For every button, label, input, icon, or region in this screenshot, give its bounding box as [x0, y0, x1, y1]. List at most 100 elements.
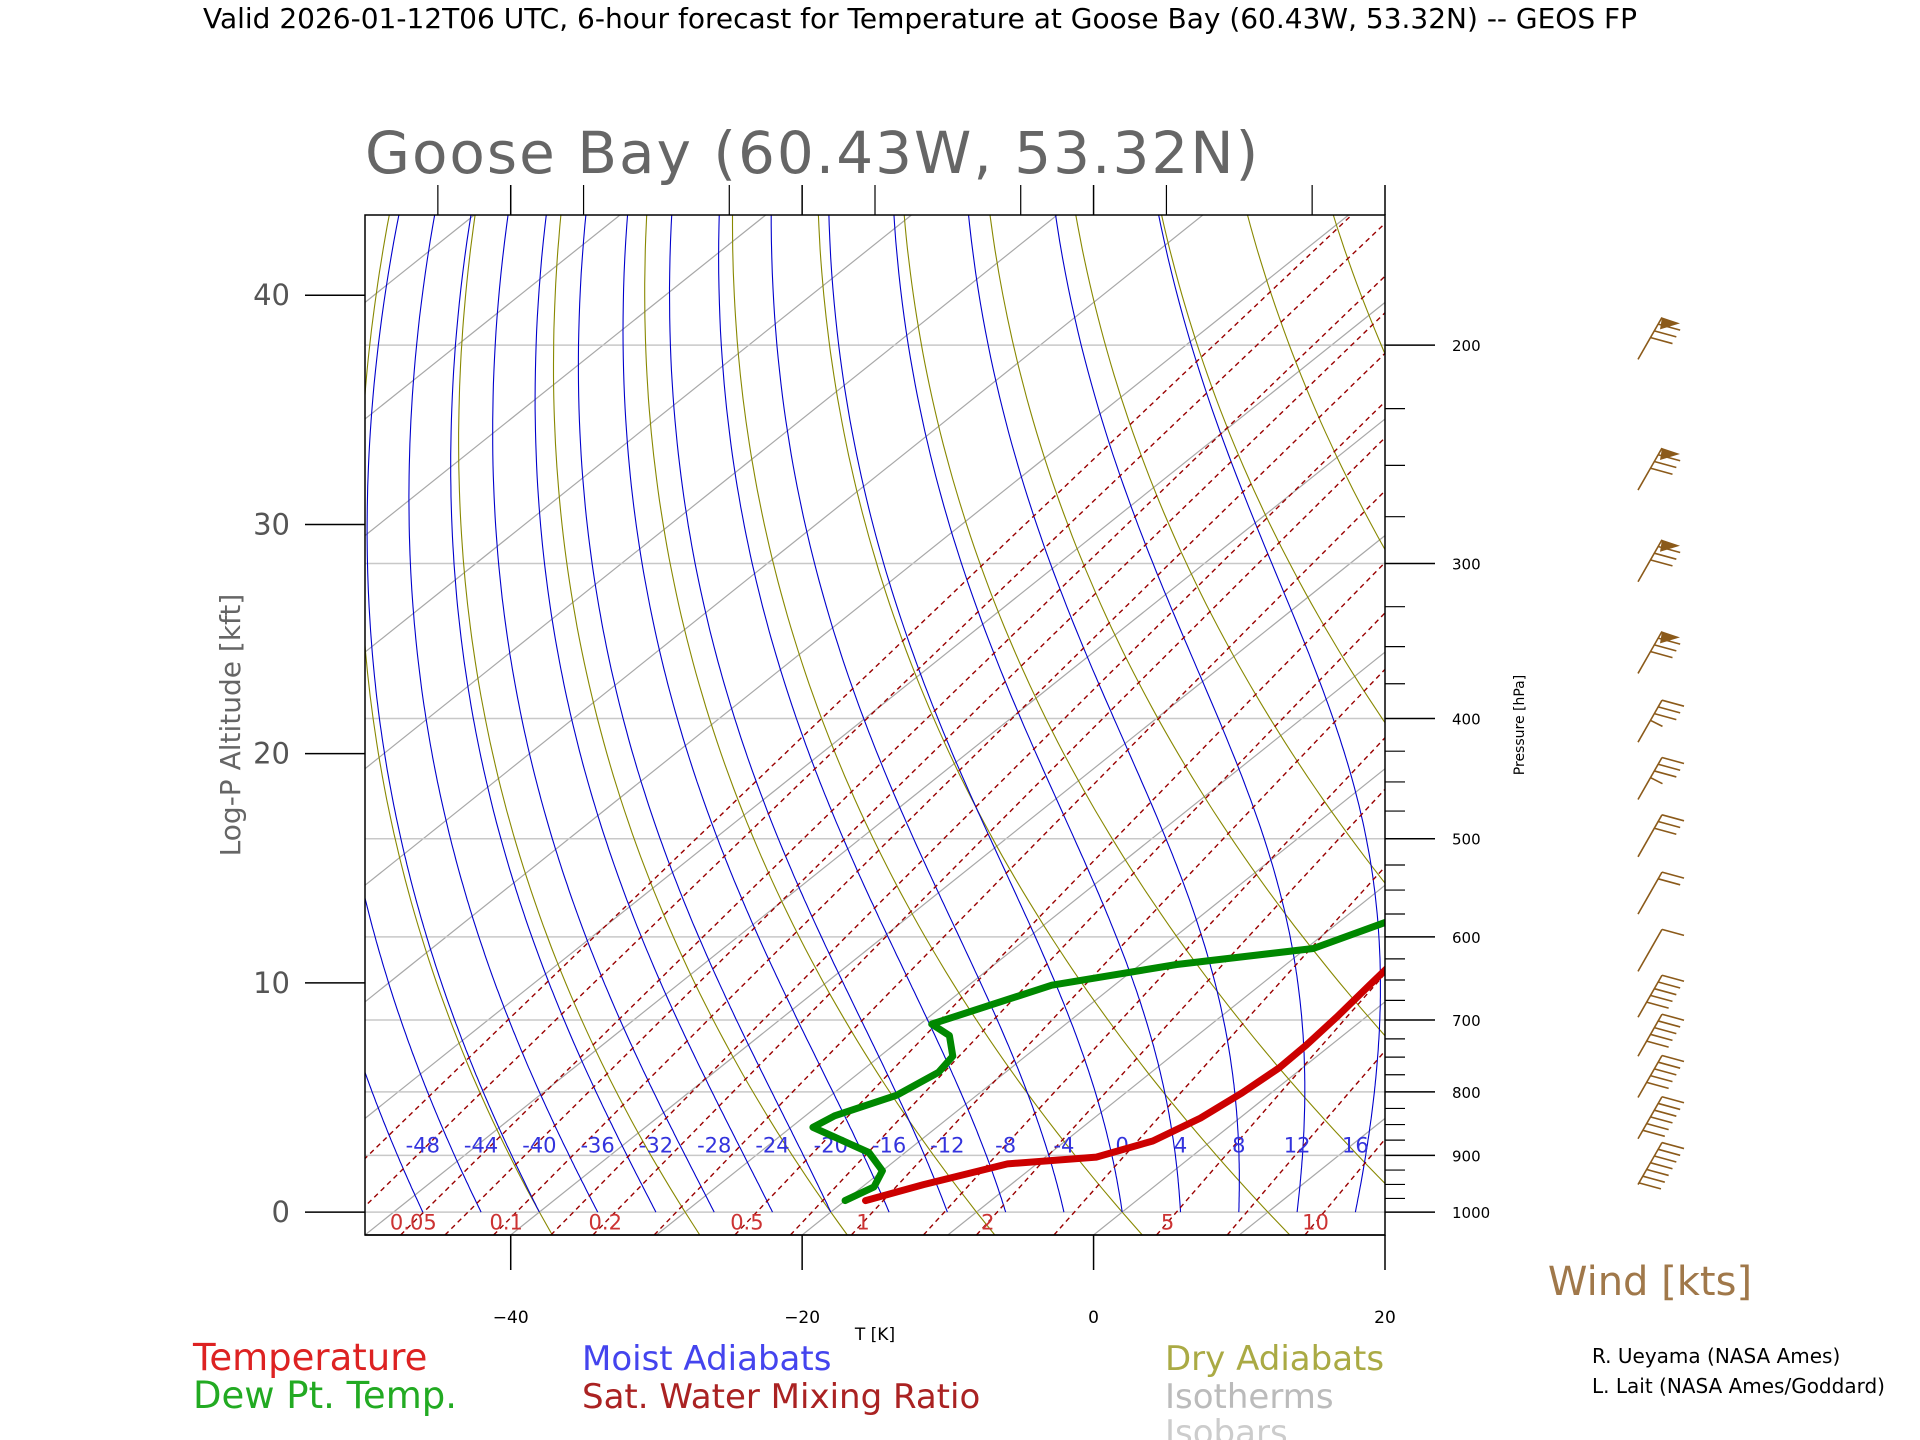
x-tick-label: −40	[493, 1308, 529, 1328]
wind-barb-flag	[1650, 994, 1673, 1003]
y2-axis-label: Pressure [hPa]	[1512, 675, 1528, 775]
mixing-ratio-line	[975, 788, 1385, 1235]
dry-adiabat-line	[989, 215, 1385, 1037]
dry-adiabat-line	[1591, 215, 1920, 1235]
x-tick-label: 0	[1088, 1308, 1099, 1328]
mixing-ratio-line	[1053, 865, 1385, 1235]
moist-adiabat-label: 12	[1284, 1133, 1311, 1157]
legend-isotherms: Isotherms	[1165, 1377, 1334, 1417]
wind-barb-flag	[1657, 878, 1681, 886]
wind-barb	[1637, 1141, 1685, 1190]
wind-barb-flag	[1654, 1155, 1677, 1163]
mixing-ratio-line	[1304, 1138, 1385, 1235]
wind-barb-flag	[1654, 552, 1677, 560]
isotherm-line	[365, 215, 1204, 887]
wind-barb-flag	[1650, 776, 1663, 785]
x-axis-label: T [K]	[854, 1325, 895, 1345]
wind-barb-flag	[1657, 1061, 1681, 1069]
wind-barb-flag	[1650, 719, 1663, 728]
pressure-tick-label: 700	[1452, 1012, 1481, 1030]
moist-adiabat-line	[1158, 215, 1381, 1213]
wind-barb-flag	[1650, 467, 1673, 475]
wind-barb	[1637, 447, 1681, 491]
y-tick-label: 10	[253, 966, 290, 1000]
wind-barb	[1637, 1054, 1685, 1098]
wind-barbs	[1637, 317, 1685, 1190]
moist-adiabat-line	[366, 215, 540, 1213]
wind-barb-flag	[1654, 644, 1677, 652]
moist-adiabat-label: -44	[464, 1133, 498, 1157]
wind-barb-flag	[1654, 827, 1677, 836]
isotherm-line	[1531, 215, 1920, 1235]
mixing-ratio-line	[1634, 215, 1920, 1235]
credit-2: L. Lait (NASA Ames/Goddard)	[1592, 1374, 1885, 1398]
wind-barb-flag	[1646, 1122, 1669, 1131]
wind-barb-flag	[1654, 1068, 1677, 1076]
dry-adiabat-line	[1075, 215, 1385, 884]
moist-adiabat-line	[718, 215, 1007, 1213]
y-tick-label: 0	[272, 1195, 290, 1229]
mixing-ratio-line	[734, 561, 1385, 1235]
mixing-ratio-line	[592, 436, 1385, 1235]
mixing-ratio-line	[789, 611, 1385, 1235]
mixing-ratio-line	[550, 400, 1385, 1235]
dewpoint-line	[809, 918, 1385, 1205]
dry-adiabat-line	[644, 215, 996, 1235]
wind-barb-flag	[1657, 637, 1681, 645]
wind-barb-flag	[1646, 1001, 1669, 1009]
wind-barb	[1637, 756, 1685, 800]
moist-adiabat-line	[622, 215, 890, 1213]
wind-barb	[1637, 1013, 1685, 1057]
legend-temperature: Temperature	[192, 1336, 427, 1379]
y-tick-label: 30	[253, 507, 290, 541]
pressure-tick-label: 300	[1452, 556, 1481, 574]
moist-adiabat-label: -16	[872, 1133, 906, 1157]
wind-barb-flag	[1657, 1020, 1681, 1028]
dry-adiabat-line	[817, 215, 1291, 1235]
credit-1: R. Ueyama (NASA Ames)	[1592, 1344, 1840, 1368]
x-tick-label: 20	[1374, 1308, 1396, 1328]
header-text: Valid 2026-01-12T06 UTC, 6-hour forecast…	[203, 2, 1637, 35]
wind-barb-flag	[1654, 330, 1677, 338]
legend-dry: Dry Adiabats	[1165, 1339, 1384, 1379]
mixing-ratio-lines	[365, 215, 1920, 1235]
pressure-tick-label: 600	[1452, 929, 1481, 947]
isobar-lines	[365, 344, 1385, 1213]
wind-barb-flag	[1646, 1168, 1669, 1177]
moist-adiabat-label: -12	[930, 1133, 964, 1157]
mixing-ratio-label: 1	[856, 1210, 869, 1234]
dry-adiabat-line	[458, 215, 701, 1235]
wind-barb-flag	[1657, 323, 1681, 331]
mixing-ratio-labels: 0.05 0.1 0.2 0.5 1 2 5 10	[390, 1210, 1329, 1234]
y-axis-label: Log-P Altitude [kft]	[214, 594, 247, 857]
y-tick-label: 40	[253, 278, 290, 312]
isotherm-line	[1093, 1001, 1385, 1235]
moist-adiabat-label: -24	[755, 1133, 789, 1157]
mixing-ratio-label: 0.1	[489, 1210, 522, 1234]
pressure-tick-label: 400	[1452, 711, 1481, 729]
mixing-ratio-line	[850, 668, 1385, 1235]
wind-barb	[1637, 928, 1685, 972]
mixing-ratio-line	[365, 222, 1385, 1208]
legend-isobars: Isobars	[1165, 1413, 1288, 1440]
wind-barb	[1637, 539, 1681, 583]
wind-barb-flag	[1657, 706, 1681, 714]
mixing-ratio-label: 5	[1161, 1210, 1174, 1234]
pressure-tick-label: 1000	[1452, 1204, 1490, 1222]
wind-barb	[1637, 871, 1685, 915]
mixing-ratio-line	[1464, 215, 1920, 1235]
dry-adiabat-line	[1419, 215, 1920, 1235]
mixing-ratio-label: 10	[1302, 1210, 1329, 1234]
mixing-ratio-line	[1156, 972, 1385, 1235]
wind-barb-flag	[1661, 974, 1685, 983]
moist-adiabat-line	[828, 215, 1123, 1213]
wind-barb-flag	[1638, 1182, 1662, 1190]
wind-barb-flag	[1654, 460, 1677, 469]
wind-barb-flag	[1661, 1095, 1685, 1104]
wind-barb-shaft	[1637, 1013, 1663, 1057]
moist-adiabat-line	[534, 215, 773, 1213]
wind-barb-flag	[1642, 1129, 1666, 1138]
wind-barb-flag	[1661, 814, 1685, 822]
mixing-ratio-line	[653, 490, 1385, 1235]
